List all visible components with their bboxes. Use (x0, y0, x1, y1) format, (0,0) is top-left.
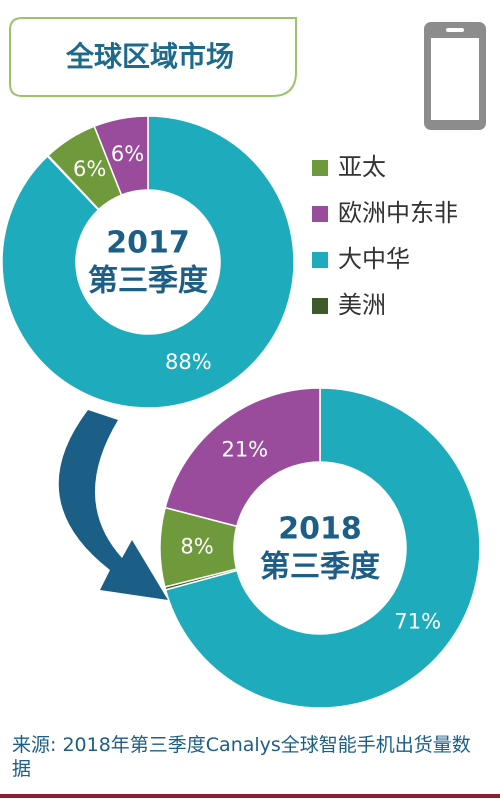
center-quarter: 第三季度 (260, 550, 380, 585)
legend-swatch (312, 160, 328, 176)
center-quarter: 第三季度 (88, 264, 208, 299)
data-label: 6% (73, 157, 106, 181)
legend-label: 大中华 (338, 245, 410, 273)
legend-swatch (312, 298, 328, 314)
header-title: 全球区域市场 (65, 40, 234, 73)
donut-slice (164, 387, 481, 709)
legend-label: 亚太 (338, 153, 386, 181)
data-label: 71% (394, 610, 441, 634)
data-label: 21% (221, 438, 268, 462)
legend-swatch (312, 206, 328, 222)
donut-slice (164, 387, 321, 528)
donut-slice (1, 115, 295, 409)
legend-swatch (312, 252, 328, 268)
source-note: 来源: 2018年第三季度Canalys全球智能手机出货量数据 (12, 734, 471, 780)
legend-label: 美洲 (338, 291, 386, 319)
data-label: 88% (165, 350, 212, 374)
center-year: 2018 (278, 512, 362, 547)
legend-label: 欧洲中东非 (338, 199, 458, 227)
donut-slice (93, 115, 149, 197)
arrow (58, 410, 168, 600)
center-year: 2017 (106, 226, 190, 261)
header-box (9, 17, 297, 97)
data-label: 6% (111, 142, 144, 166)
phone-icon (424, 22, 486, 130)
data-label: 8% (180, 534, 213, 558)
